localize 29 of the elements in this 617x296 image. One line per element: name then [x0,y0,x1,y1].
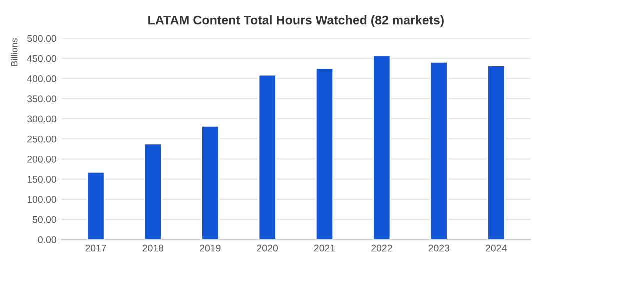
bar [315,68,334,240]
bar [372,54,392,240]
y-tick-label: 150.00 [28,176,56,183]
chart-title: LATAM Content Total Hours Watched (82 markets) [148,16,444,28]
y-tick-label: 0.00 [38,236,56,244]
x-tick-label: 2022 [372,244,392,252]
bar [258,74,277,240]
bar [487,65,506,240]
bar [144,143,162,240]
y-tick-label: 50.00 [32,216,56,224]
x-tick-label: 2017 [86,244,106,252]
bar [201,126,220,240]
bar [86,171,106,240]
y-tick-label: 300.00 [27,116,56,123]
y-tick-label: 500.00 [27,35,56,42]
x-tick-label: 2024 [486,244,507,252]
x-tick-label: 2021 [314,244,336,252]
y-tick-label: 100.00 [28,196,56,204]
y-tick-label: 400.00 [27,75,56,82]
x-tick-label: 2019 [200,244,221,252]
x-tick-label: 2018 [142,244,164,252]
bar [430,62,448,240]
x-tick-label: 2023 [428,244,450,252]
y-tick-label: 450.00 [27,55,56,62]
x-tick-label: 2020 [257,244,278,252]
y-axis-title: Billions [11,38,18,66]
y-tick-label: 200.00 [28,156,56,163]
y-tick-label: 250.00 [28,136,56,143]
y-tick-label: 350.00 [27,96,56,102]
